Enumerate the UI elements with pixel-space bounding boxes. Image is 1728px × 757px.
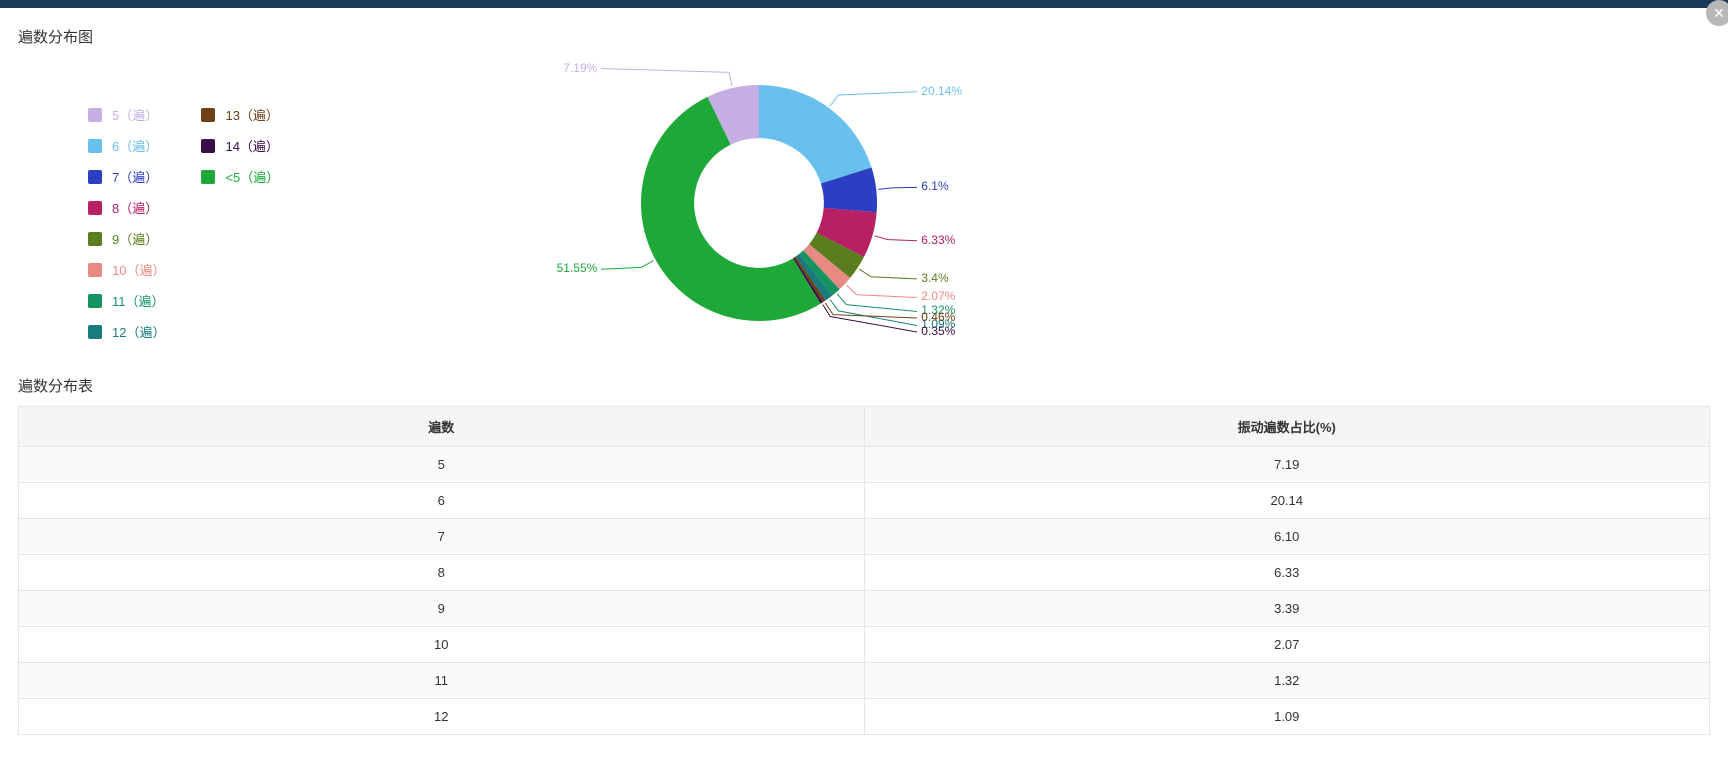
table-cell: 6.33: [864, 555, 1710, 591]
table-row: 121.09: [19, 699, 1710, 735]
doughnut-chart: 7.19%20.14%6.1%6.33%3.4%2.07%1.32%1.09%0…: [559, 65, 989, 355]
legend-label: 13（遍）: [225, 105, 278, 124]
close-button[interactable]: ✕: [1706, 0, 1728, 26]
table-cell: 7.19: [864, 447, 1710, 483]
legend-swatch: [201, 108, 215, 122]
table-cell: 6.10: [864, 519, 1710, 555]
legend-swatch: [88, 170, 102, 184]
table-cell: 10: [19, 627, 865, 663]
legend-swatch: [88, 263, 102, 277]
legend-item-9[interactable]: 9（遍）: [88, 229, 165, 248]
legend-item-6[interactable]: 6（遍）: [88, 136, 165, 155]
table-cell: 9: [19, 591, 865, 627]
legend-item-5[interactable]: 5（遍）: [88, 105, 165, 124]
legend-swatch: [88, 139, 102, 153]
legend-swatch: [88, 325, 102, 339]
legend-label: 12（遍）: [112, 322, 165, 341]
table-cell: 1.09: [864, 699, 1710, 735]
chart-row: 5（遍） 6（遍） 7（遍） 8（遍） 9（遍） 10（遍） 11（遍） 12（遍） 13（遍）…: [18, 65, 1710, 355]
table-header-col-2: 振动遍数占比(%): [864, 407, 1710, 447]
legend-item-13[interactable]: 13（遍）: [201, 105, 279, 124]
legend-label: 14（遍）: [225, 136, 278, 155]
legend-swatch: [201, 139, 215, 153]
legend-item-7[interactable]: 7（遍）: [88, 167, 165, 186]
table-cell: 20.14: [864, 483, 1710, 519]
legend-item-14[interactable]: 14（遍）: [201, 136, 279, 155]
legend-swatch: [201, 170, 215, 184]
chart-legend: 5（遍） 6（遍） 7（遍） 8（遍） 9（遍） 10（遍） 11（遍） 12（遍） 13（遍）…: [18, 65, 279, 341]
legend-item-8[interactable]: 8（遍）: [88, 198, 165, 217]
legend-label: 9（遍）: [112, 229, 158, 248]
legend-label: 10（遍）: [112, 260, 165, 279]
close-icon: ✕: [1713, 6, 1725, 20]
table-section: 遍数分布表 遍数 振动遍数占比(%) 57.19620.1476.1086.33…: [18, 375, 1710, 735]
legend-item-11[interactable]: 11（遍）: [88, 291, 165, 310]
legend-swatch: [88, 108, 102, 122]
table-row: 86.33: [19, 555, 1710, 591]
table-row: 76.10: [19, 519, 1710, 555]
legend-label: <5（遍）: [225, 167, 279, 186]
legend-label: 11（遍）: [112, 291, 165, 310]
chart-section: 遍数分布图 5（遍） 6（遍） 7（遍） 8（遍） 9（遍） 10（遍） 11（遍） 12（遍…: [18, 26, 1710, 355]
top-accent-bar: [0, 0, 1728, 8]
table-cell: 11: [19, 663, 865, 699]
chart-title: 遍数分布图: [18, 26, 1710, 47]
table-header-col-1: 遍数: [19, 407, 865, 447]
table-row: 57.19: [19, 447, 1710, 483]
legend-item-12[interactable]: 12（遍）: [88, 322, 165, 341]
table-row: 102.07: [19, 627, 1710, 663]
table-row: 620.14: [19, 483, 1710, 519]
legend-label: 6（遍）: [112, 136, 158, 155]
distribution-table: 遍数 振动遍数占比(%) 57.19620.1476.1086.3393.391…: [18, 406, 1710, 735]
legend-swatch: [88, 232, 102, 246]
table-title: 遍数分布表: [18, 375, 1710, 396]
legend-swatch: [88, 294, 102, 308]
table-cell: 2.07: [864, 627, 1710, 663]
legend-label: 5（遍）: [112, 105, 158, 124]
table-cell: 5: [19, 447, 865, 483]
legend-label: 7（遍）: [112, 167, 158, 186]
legend-item-lt5[interactable]: <5（遍）: [201, 167, 279, 186]
table-cell: 8: [19, 555, 865, 591]
table-row: 93.39: [19, 591, 1710, 627]
table-row: 111.32: [19, 663, 1710, 699]
table-cell: 7: [19, 519, 865, 555]
table-cell: 6: [19, 483, 865, 519]
legend-item-10[interactable]: 10（遍）: [88, 260, 165, 279]
table-cell: 12: [19, 699, 865, 735]
legend-label: 8（遍）: [112, 198, 158, 217]
table-cell: 1.32: [864, 663, 1710, 699]
legend-swatch: [88, 201, 102, 215]
table-cell: 3.39: [864, 591, 1710, 627]
